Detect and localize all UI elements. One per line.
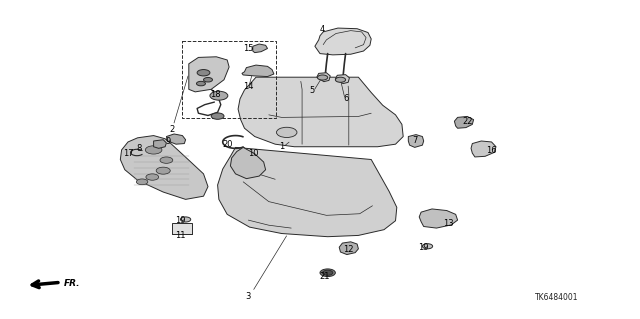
Circle shape: [160, 157, 173, 163]
Polygon shape: [230, 147, 266, 179]
Text: 1: 1: [279, 142, 284, 151]
Text: 4: 4: [320, 25, 325, 34]
Text: 19: 19: [419, 243, 429, 252]
Polygon shape: [471, 141, 496, 157]
Circle shape: [197, 70, 210, 76]
Text: 9: 9: [165, 137, 170, 146]
Circle shape: [422, 244, 433, 249]
Polygon shape: [419, 209, 458, 228]
Text: 20: 20: [223, 140, 233, 149]
Polygon shape: [238, 77, 403, 147]
Circle shape: [276, 127, 297, 137]
Circle shape: [335, 77, 346, 82]
Text: 22: 22: [462, 117, 472, 126]
Circle shape: [323, 270, 333, 275]
Text: 13: 13: [443, 219, 453, 228]
Text: 19: 19: [175, 216, 186, 225]
Text: 10: 10: [248, 149, 259, 158]
Text: 8: 8: [137, 144, 142, 153]
Polygon shape: [189, 57, 229, 92]
Circle shape: [196, 81, 205, 86]
Circle shape: [320, 269, 335, 277]
Polygon shape: [408, 135, 424, 147]
Text: 14: 14: [243, 82, 253, 91]
Text: 6: 6: [343, 94, 348, 103]
Polygon shape: [172, 223, 192, 234]
Text: 7: 7: [412, 137, 417, 145]
Text: 15: 15: [243, 44, 253, 53]
Polygon shape: [315, 28, 371, 55]
Circle shape: [204, 78, 212, 82]
Polygon shape: [335, 75, 349, 84]
Text: 11: 11: [175, 231, 186, 240]
Text: 5: 5: [310, 86, 315, 95]
Circle shape: [210, 91, 228, 100]
Circle shape: [317, 75, 328, 80]
Text: TK6484001: TK6484001: [535, 293, 579, 302]
Polygon shape: [166, 134, 186, 144]
Text: 2: 2: [169, 125, 174, 134]
Text: 18: 18: [210, 90, 220, 99]
Polygon shape: [120, 136, 208, 199]
Polygon shape: [242, 65, 274, 77]
Circle shape: [146, 174, 159, 180]
Circle shape: [156, 167, 170, 174]
Circle shape: [136, 179, 148, 185]
Polygon shape: [154, 140, 166, 148]
Text: 12: 12: [344, 245, 354, 254]
Circle shape: [211, 113, 224, 119]
Polygon shape: [317, 73, 330, 82]
Polygon shape: [253, 44, 268, 53]
Text: FR.: FR.: [64, 279, 81, 288]
Circle shape: [180, 217, 191, 222]
Text: 17: 17: [123, 149, 133, 158]
Text: 16: 16: [486, 146, 497, 155]
Text: 21: 21: [320, 272, 330, 281]
Polygon shape: [218, 147, 397, 237]
Circle shape: [145, 146, 162, 154]
Polygon shape: [339, 242, 358, 255]
Text: 3: 3: [246, 292, 251, 300]
Polygon shape: [454, 116, 474, 128]
